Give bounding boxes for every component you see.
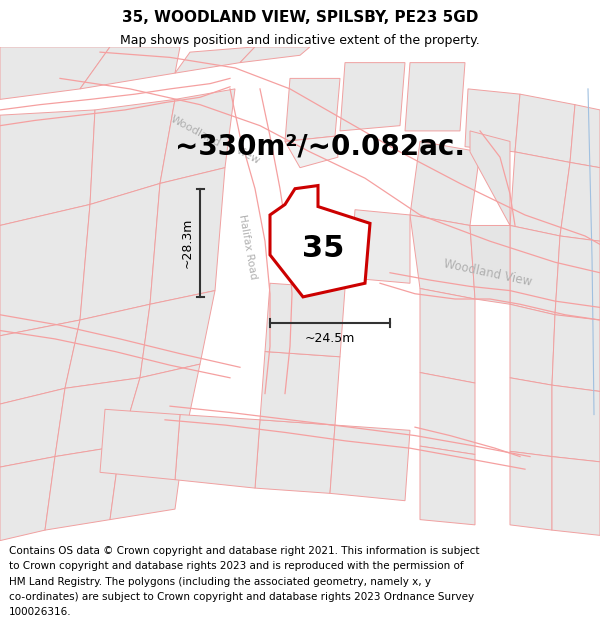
Polygon shape [285, 78, 340, 141]
Text: ~28.3m: ~28.3m [181, 217, 194, 268]
Polygon shape [420, 446, 475, 525]
Polygon shape [410, 141, 480, 226]
Polygon shape [65, 304, 150, 388]
Polygon shape [465, 89, 520, 152]
Polygon shape [120, 364, 200, 446]
Polygon shape [510, 378, 552, 457]
Polygon shape [45, 446, 120, 530]
Text: to Crown copyright and database rights 2023 and is reproduced with the permissio: to Crown copyright and database rights 2… [9, 561, 464, 571]
Polygon shape [470, 226, 510, 304]
Polygon shape [510, 226, 560, 315]
Polygon shape [0, 320, 80, 404]
Text: Contains OS data © Crown copyright and database right 2021. This information is : Contains OS data © Crown copyright and d… [9, 546, 479, 556]
Polygon shape [260, 351, 340, 425]
Polygon shape [560, 162, 600, 241]
Polygon shape [555, 236, 600, 320]
Polygon shape [55, 378, 140, 457]
Text: Map shows position and indicative extent of the property.: Map shows position and indicative extent… [120, 34, 480, 47]
Text: Woodland View: Woodland View [443, 257, 533, 289]
Text: 100026316.: 100026316. [9, 607, 71, 617]
Text: View: View [234, 144, 262, 166]
Polygon shape [570, 104, 600, 168]
Polygon shape [0, 110, 95, 226]
Text: 35, WOODLAND VIEW, SPILSBY, PE23 5GD: 35, WOODLAND VIEW, SPILSBY, PE23 5GD [122, 10, 478, 25]
Polygon shape [110, 436, 185, 519]
Polygon shape [515, 94, 575, 162]
Polygon shape [552, 385, 600, 462]
Polygon shape [0, 457, 55, 541]
Polygon shape [240, 47, 310, 63]
Polygon shape [410, 215, 475, 299]
Polygon shape [175, 47, 255, 73]
Polygon shape [510, 152, 570, 236]
Polygon shape [330, 425, 410, 501]
Polygon shape [340, 62, 405, 131]
Polygon shape [160, 89, 235, 184]
Polygon shape [80, 47, 180, 89]
Polygon shape [285, 136, 338, 168]
Polygon shape [510, 451, 552, 530]
Text: co-ordinates) are subject to Crown copyright and database rights 2023 Ordnance S: co-ordinates) are subject to Crown copyr… [9, 592, 474, 602]
Polygon shape [552, 315, 600, 391]
Polygon shape [150, 168, 225, 304]
Polygon shape [90, 99, 175, 204]
Text: ~24.5m: ~24.5m [305, 332, 355, 344]
Polygon shape [470, 131, 510, 226]
Polygon shape [270, 186, 370, 297]
Text: Woodland: Woodland [168, 114, 222, 148]
Polygon shape [265, 283, 345, 357]
Polygon shape [100, 409, 180, 480]
Polygon shape [405, 62, 465, 131]
Text: 35: 35 [302, 234, 344, 263]
Polygon shape [420, 372, 475, 454]
Polygon shape [255, 420, 335, 493]
Polygon shape [0, 47, 110, 99]
Polygon shape [510, 304, 555, 385]
Polygon shape [0, 204, 90, 336]
Text: HM Land Registry. The polygons (including the associated geometry, namely x, y: HM Land Registry. The polygons (includin… [9, 576, 431, 586]
Polygon shape [80, 184, 160, 320]
Text: Halifax Road: Halifax Road [238, 213, 259, 279]
Polygon shape [350, 210, 410, 283]
Polygon shape [0, 388, 65, 467]
Polygon shape [420, 289, 475, 383]
Text: ~330m²/~0.082ac.: ~330m²/~0.082ac. [175, 132, 465, 161]
Polygon shape [552, 457, 600, 536]
Polygon shape [140, 291, 215, 378]
Polygon shape [175, 414, 260, 488]
